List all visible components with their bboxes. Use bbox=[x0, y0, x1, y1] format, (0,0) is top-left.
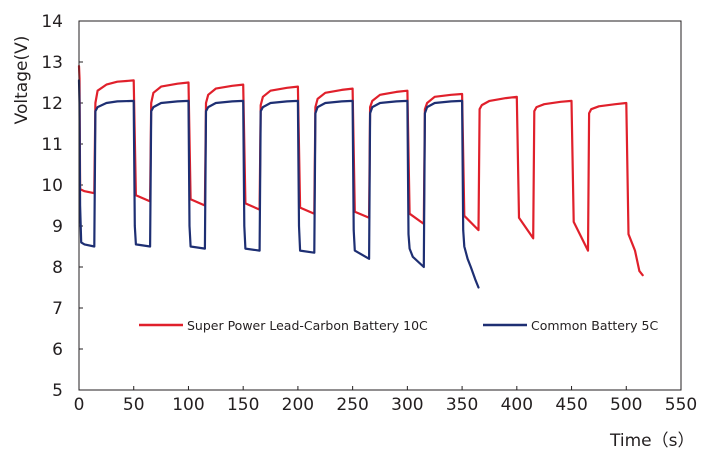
y-tick-label: 7 bbox=[52, 299, 63, 319]
legend-label-2: Common Battery 5C bbox=[531, 318, 658, 333]
y-tick-label: 5 bbox=[52, 381, 63, 401]
x-tick-label: 150 bbox=[227, 395, 259, 415]
x-axis-label: Time（s） bbox=[609, 431, 694, 451]
series-lines bbox=[77, 64, 644, 289]
legend-label-1: Super Power Lead-Carbon Battery 10C bbox=[187, 318, 428, 333]
x-tick-label: 100 bbox=[172, 395, 204, 415]
x-tick-label: 350 bbox=[446, 395, 478, 415]
y-tick-label: 9 bbox=[52, 217, 63, 237]
y-tick-label: 8 bbox=[52, 258, 63, 278]
x-tick-label: 400 bbox=[501, 395, 533, 415]
y-tick-label: 14 bbox=[41, 12, 63, 32]
series-line-2 bbox=[77, 79, 480, 289]
x-tick-label: 450 bbox=[555, 395, 587, 415]
y-tick-label: 6 bbox=[52, 340, 63, 360]
y-tick-label: 12 bbox=[41, 94, 63, 114]
series-line-1 bbox=[77, 64, 644, 277]
x-tick-label: 0 bbox=[74, 395, 85, 415]
y-tick-label: 13 bbox=[41, 53, 63, 73]
x-tick-label: 300 bbox=[391, 395, 423, 415]
x-tick-label: 550 bbox=[665, 395, 697, 415]
plot-area-frame bbox=[78, 20, 682, 391]
x-tick-label: 500 bbox=[610, 395, 642, 415]
x-axis-ticks: 0 50 100 150 200 250 300 350 400 450 500 550 bbox=[74, 386, 697, 415]
x-tick-label: 50 bbox=[123, 395, 145, 415]
y-axis-label: Voltage(V) bbox=[12, 36, 32, 125]
y-tick-label: 11 bbox=[41, 135, 63, 155]
y-tick-label: 10 bbox=[41, 176, 63, 196]
x-tick-label: 200 bbox=[282, 395, 314, 415]
x-tick-label: 250 bbox=[336, 395, 368, 415]
legend: Super Power Lead-Carbon Battery 10C Commo… bbox=[139, 318, 658, 333]
y-axis-ticks: 5 6 7 8 9 10 11 12 13 14 bbox=[41, 12, 83, 401]
